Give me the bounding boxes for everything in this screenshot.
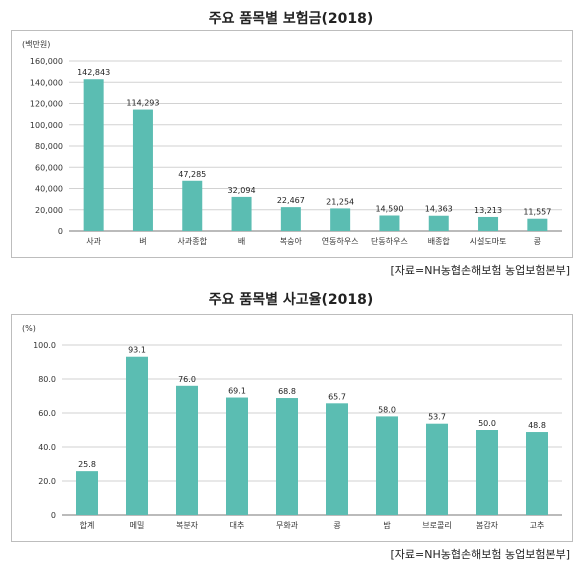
chart2-title: 주요 품목별 사고율(2018) [208,292,374,308]
chart1-value-label: 14,363 [425,205,453,214]
chart2-x-tick-label: 고추 [530,521,545,530]
chart1-svg: (백만원) 0 20,000 40,000 60,000 80,000 100,000 120… [22,39,562,246]
chart1-value-label: 22,467 [277,196,305,205]
chart2-x-tick-label: 복분자 [176,521,199,530]
chart1-y-tick-label: 80,000 [35,142,63,151]
chart1-x-tick-label: 벼 [139,236,146,246]
chart2-y-tick-label: 100.0 [33,341,56,350]
chart1-x-tick-label: 연동하우스 [322,236,359,246]
chart2-svg: (%) 0 20.0 40.0 60.0 80.0 100.0 25.8 합계 93.1 메밀 76.… [22,324,562,530]
chart1-unit-label: (백만원) [22,39,50,49]
chart1-bar [478,216,499,231]
chart1-bar [182,180,203,231]
chart2-x-tick-label: 밤 [383,520,391,530]
chart2-panel: (%) 0 20.0 40.0 60.0 80.0 100.0 25.8 합계 93.1 메밀 76.… [11,314,573,542]
chart2-bar [476,430,498,515]
chart1-bar [330,208,351,231]
chart1-value-label: 114,293 [126,99,159,108]
chart1-x-tick-label: 복숭아 [280,236,303,246]
chart2-x-tick-label: 콩 [333,521,340,530]
chart2-x-tick-label: 대추 [230,521,245,530]
chart2-value-label: 93.1 [128,346,146,355]
chart2-bar [326,403,348,515]
chart2-x-tick-label: 봄감자 [476,520,499,530]
chart2-value-label: 65.7 [328,392,346,401]
chart2-x-tick-label: 합계 [80,520,95,530]
chart1-bar [428,215,449,231]
chart2-x-tick-label: 무화과 [276,521,299,530]
chart1-y-tick-label: 160,000 [30,57,63,66]
chart2-bar [176,385,198,515]
chart1-y-tick-label: 0 [58,227,63,236]
chart1-x-tick-label: 배 [238,237,245,246]
chart1-value-label: 14,590 [375,204,403,213]
chart2-bar [276,398,298,515]
chart1-y-tick-label: 120,000 [30,100,63,109]
chart1-source: [자료=NH농협손해보험 농업보험본부] [390,264,570,277]
chart1-x-tick-label: 배종합 [428,237,451,246]
chart1-bar [379,215,400,231]
chart1-value-label: 142,843 [77,68,110,77]
chart1-x-tick-label: 단동하우스 [371,236,408,246]
chart2-y-tick-label: 60.0 [38,409,56,418]
chart2-value-label: 25.8 [78,460,96,469]
chart1-value-label: 21,254 [326,197,354,206]
chart2-bar [226,397,248,515]
chart1-y-tick-label: 60,000 [35,163,63,172]
chart2-y-tick-label: 20.0 [38,477,56,486]
chart1-x-tick-label: 사과 [86,237,101,246]
chart2-y-tick-label: 40.0 [38,443,56,452]
chart1-value-label: 13,213 [474,206,502,215]
chart2-bar [526,432,548,515]
chart1-x-tick-label: 콩 [534,237,541,246]
chart2-unit-label: (%) [22,324,36,333]
chart1-bar [280,207,301,231]
chart2-x-tick-label: 브로콜리 [422,521,451,530]
chart2-value-label: 50.0 [478,419,496,428]
chart2-bar [126,356,148,515]
chart2-value-label: 53.7 [428,413,446,422]
chart1-bar [231,196,252,231]
chart1-x-tick-label: 사과종합 [178,237,208,246]
chart2-value-label: 58.0 [378,405,396,414]
chart1-value-label: 11,557 [523,208,551,217]
chart1-y-tick-label: 20,000 [35,206,63,215]
chart2-value-label: 69.1 [228,387,246,396]
chart1-bar [83,79,104,231]
chart1-x-tick-label: 시설도마토 [470,236,507,246]
chart1-panel: (백만원) 0 20,000 40,000 60,000 80,000 100,000 120… [11,30,573,258]
chart2-bar [426,423,448,515]
chart2-bar [76,471,98,515]
chart2-bar [376,416,398,515]
chart2-value-label: 76.0 [178,375,196,384]
chart1-value-label: 32,094 [228,186,256,195]
chart2-source: [자료=NH농협손해보험 농업보험본부] [390,548,570,561]
chart1-title: 주요 품목별 보험금(2018) [208,11,374,27]
chart1-y-tick-label: 100,000 [30,121,63,130]
chart2-y-tick-label: 80.0 [38,375,56,384]
chart2-x-tick-label: 메밀 [130,521,145,530]
chart1-y-tick-label: 140,000 [30,78,63,87]
chart2-y-tick-label: 0 [51,511,56,520]
chart1-value-label: 47,285 [178,170,206,179]
chart1-bar [132,109,153,231]
chart2-value-label: 68.8 [278,387,296,396]
chart1-bar [527,218,548,231]
chart1-y-tick-label: 40,000 [35,185,63,194]
chart2-value-label: 48.8 [528,421,546,430]
